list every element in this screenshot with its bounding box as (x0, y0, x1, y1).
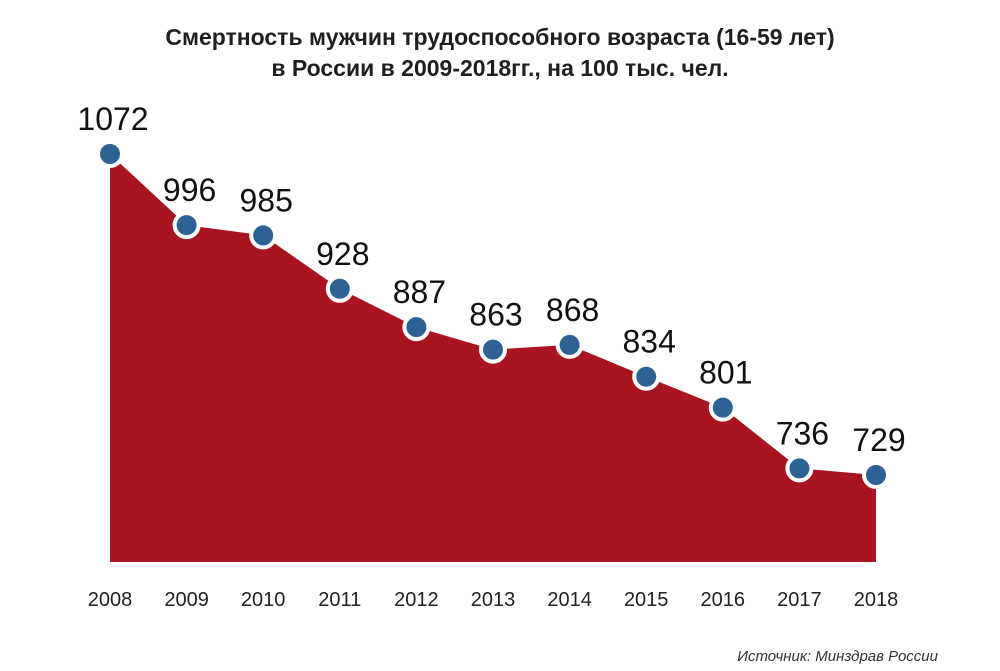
x-tick-label-2009: 2009 (164, 589, 209, 611)
data-point-2010 (249, 221, 278, 250)
x-tick-label-2014: 2014 (547, 589, 592, 611)
x-tick-label-2015: 2015 (624, 589, 669, 611)
x-tick-label-2011: 2011 (318, 589, 361, 611)
chart-title: Смертность мужчин трудоспособного возрас… (0, 22, 1000, 84)
source-note: Источник: Минздрав России (737, 648, 938, 665)
data-point-2011 (325, 274, 354, 303)
data-label-2012: 887 (393, 274, 446, 310)
data-label-2017: 736 (776, 415, 829, 451)
data-label-2018: 729 (852, 422, 905, 458)
data-point-2009 (172, 211, 201, 240)
x-tick-label-2012: 2012 (394, 589, 439, 611)
chart-title-line-2: в России в 2009-2018гг., на 100 тыс. чел… (271, 55, 729, 81)
x-tick-label-2017: 2017 (777, 589, 822, 611)
x-tick-label-2013: 2013 (471, 589, 516, 611)
data-point-2015 (632, 362, 661, 391)
x-tick-label-2010: 2010 (241, 589, 286, 611)
data-point-2017 (785, 454, 814, 483)
data-label-2009: 996 (163, 172, 216, 208)
data-label-2008: 1072 (77, 101, 148, 137)
x-tick-label-2016: 2016 (701, 589, 746, 611)
data-label-2010: 985 (240, 182, 293, 218)
data-point-2013 (479, 335, 507, 364)
data-label-2013: 863 (469, 297, 522, 333)
data-point-2018 (862, 461, 890, 489)
data-point-2012 (402, 313, 431, 342)
data-label-2016: 801 (699, 355, 752, 391)
data-point-2008 (96, 140, 124, 168)
data-point-2014 (555, 330, 584, 359)
x-tick-label-2008: 2008 (88, 589, 133, 611)
data-label-2015: 834 (623, 324, 676, 360)
data-label-2011: 928 (316, 236, 369, 272)
data-point-2016 (708, 393, 737, 422)
chart-title-line-1: Смертность мужчин трудоспособного возрас… (165, 24, 835, 50)
x-tick-label-2018: 2018 (854, 589, 899, 611)
data-label-2014: 868 (546, 292, 599, 328)
